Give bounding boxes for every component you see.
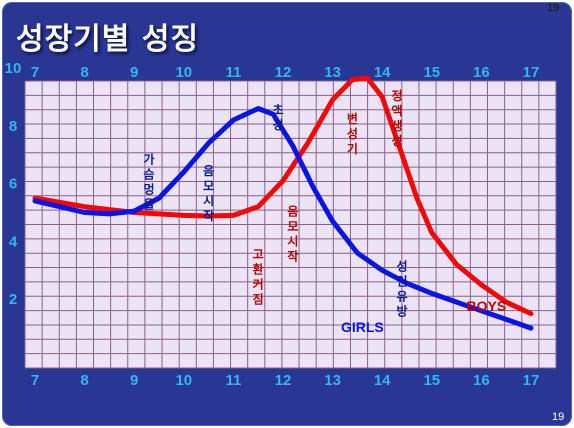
x-tick-label-top: 12 bbox=[275, 64, 292, 81]
slide-title: 성장기별 성징 bbox=[16, 22, 200, 57]
x-tick-label-top: 11 bbox=[225, 64, 241, 81]
series-line-girls bbox=[32, 106, 534, 331]
y-tick-label: 4 bbox=[9, 233, 18, 250]
y-tick-label: 6 bbox=[9, 176, 17, 193]
x-tick-label-bottom: 11 bbox=[225, 372, 241, 389]
x-tick-label-bottom: 8 bbox=[80, 372, 88, 389]
series-label-boys: BOYS bbox=[467, 298, 507, 314]
x-tick-label-top: 8 bbox=[80, 64, 88, 81]
x-tick-label-bottom: 7 bbox=[31, 372, 39, 389]
x-tick-label-top: 7 bbox=[31, 64, 39, 81]
x-tick-label-bottom: 15 bbox=[423, 372, 440, 389]
x-tick-label-top: 10 bbox=[175, 64, 192, 81]
x-tick-label-bottom: 13 bbox=[324, 372, 341, 389]
x-tick-label-top: 15 bbox=[423, 64, 440, 81]
x-tick-label-bottom: 16 bbox=[473, 372, 490, 389]
page-number-top: 19 bbox=[547, 2, 560, 14]
y-tick-label: 2 bbox=[9, 291, 17, 308]
x-tick-label-bottom: 9 bbox=[130, 372, 138, 389]
x-tick-label-top: 9 bbox=[130, 64, 138, 81]
x-tick-label-top: 17 bbox=[523, 64, 540, 81]
page-number-bottom: 19 bbox=[552, 411, 565, 423]
x-tick-label-bottom: 10 bbox=[175, 372, 192, 389]
y-tick-label: 8 bbox=[9, 118, 17, 135]
x-tick-label-top: 14 bbox=[374, 64, 391, 81]
x-tick-label-bottom: 14 bbox=[374, 372, 391, 389]
y-tick-label: 10 bbox=[5, 60, 22, 77]
x-tick-label-top: 13 bbox=[324, 64, 341, 81]
x-tick-label-bottom: 17 bbox=[523, 372, 540, 389]
x-tick-label-bottom: 12 bbox=[275, 372, 292, 389]
series-label-girls: GIRLS bbox=[341, 319, 384, 335]
x-tick-label-top: 16 bbox=[473, 64, 490, 81]
